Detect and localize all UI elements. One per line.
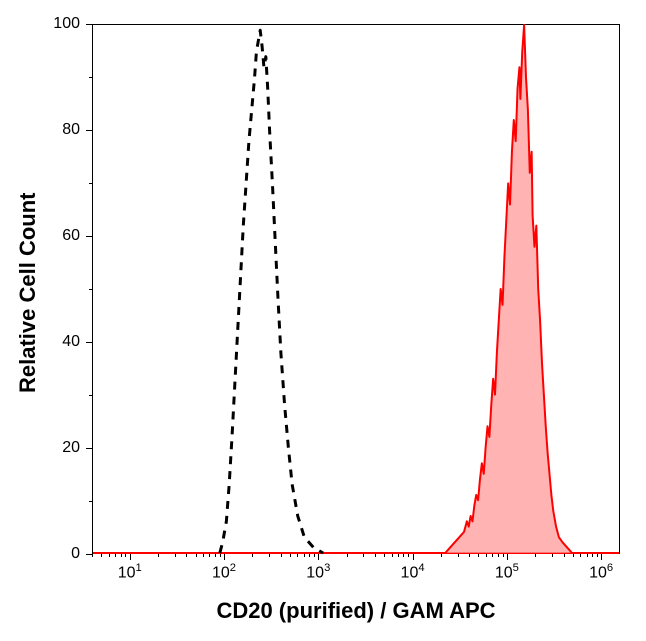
- y-tick-label: 20: [0, 439, 80, 457]
- x-minor-tick: [125, 554, 126, 557]
- x-minor-tick: [297, 554, 298, 557]
- x-minor-tick: [363, 554, 364, 557]
- x-minor-tick: [564, 554, 565, 557]
- x-minor-tick: [580, 554, 581, 557]
- y-minor-tick: [89, 501, 92, 502]
- x-minor-tick: [158, 554, 159, 557]
- x-tick-mark: [413, 554, 414, 560]
- y-tick-mark: [86, 24, 92, 25]
- x-minor-tick: [186, 554, 187, 557]
- x-minor-tick: [196, 554, 197, 557]
- x-minor-tick: [458, 554, 459, 557]
- x-minor-tick: [281, 554, 282, 557]
- x-tick-label: 105: [495, 562, 519, 582]
- y-minor-tick: [89, 183, 92, 184]
- x-tick-mark: [130, 554, 131, 560]
- x-tick-label: 102: [212, 562, 236, 582]
- x-minor-tick: [535, 554, 536, 557]
- x-minor-tick: [592, 554, 593, 557]
- x-minor-tick: [408, 554, 409, 557]
- x-minor-tick: [392, 554, 393, 557]
- x-minor-tick: [498, 554, 499, 557]
- x-minor-tick: [478, 554, 479, 557]
- y-tick-label: 100: [0, 15, 80, 33]
- x-minor-tick: [573, 554, 574, 557]
- x-tick-mark: [318, 554, 319, 560]
- histogram-svg: [93, 25, 619, 553]
- series-line-control-unstained: [220, 30, 323, 553]
- x-tick-label: 101: [118, 562, 142, 582]
- y-tick-mark: [86, 236, 92, 237]
- y-minor-tick: [89, 77, 92, 78]
- x-minor-tick: [441, 554, 442, 557]
- x-minor-tick: [314, 554, 315, 557]
- x-minor-tick: [492, 554, 493, 557]
- y-tick-mark: [86, 554, 92, 555]
- y-tick-label: 40: [0, 333, 80, 351]
- x-minor-tick: [121, 554, 122, 557]
- x-axis-label: CD20 (purified) / GAM APC: [92, 598, 620, 624]
- x-minor-tick: [109, 554, 110, 557]
- plot-area: [92, 24, 620, 554]
- x-minor-tick: [175, 554, 176, 557]
- x-minor-tick: [252, 554, 253, 557]
- x-minor-tick: [101, 554, 102, 557]
- x-minor-tick: [552, 554, 553, 557]
- y-tick-mark: [86, 130, 92, 131]
- x-minor-tick: [92, 554, 93, 557]
- x-minor-tick: [403, 554, 404, 557]
- x-minor-tick: [375, 554, 376, 557]
- x-tick-mark: [601, 554, 602, 560]
- series-fill-cd20-positive: [445, 25, 572, 553]
- x-tick-mark: [224, 554, 225, 560]
- x-minor-tick: [398, 554, 399, 557]
- y-tick-mark: [86, 448, 92, 449]
- x-minor-tick: [115, 554, 116, 557]
- y-tick-label: 80: [0, 121, 80, 139]
- x-tick-label: 104: [401, 562, 425, 582]
- x-tick-label: 106: [589, 562, 613, 582]
- y-tick-label: 60: [0, 227, 80, 245]
- x-minor-tick: [220, 554, 221, 557]
- x-tick-label: 103: [306, 562, 330, 582]
- x-minor-tick: [486, 554, 487, 557]
- x-minor-tick: [203, 554, 204, 557]
- y-tick-mark: [86, 342, 92, 343]
- x-minor-tick: [215, 554, 216, 557]
- x-minor-tick: [290, 554, 291, 557]
- x-minor-tick: [597, 554, 598, 557]
- x-minor-tick: [384, 554, 385, 557]
- y-minor-tick: [89, 395, 92, 396]
- x-minor-tick: [269, 554, 270, 557]
- y-minor-tick: [89, 289, 92, 290]
- x-minor-tick: [309, 554, 310, 557]
- flow-cytometry-chart: Relative Cell Count CD20 (purified) / GA…: [0, 0, 646, 641]
- x-tick-mark: [507, 554, 508, 560]
- x-minor-tick: [209, 554, 210, 557]
- y-tick-label: 0: [0, 545, 80, 563]
- x-minor-tick: [503, 554, 504, 557]
- x-minor-tick: [587, 554, 588, 557]
- x-minor-tick: [469, 554, 470, 557]
- x-minor-tick: [347, 554, 348, 557]
- y-axis-label: Relative Cell Count: [15, 193, 41, 393]
- x-minor-tick: [304, 554, 305, 557]
